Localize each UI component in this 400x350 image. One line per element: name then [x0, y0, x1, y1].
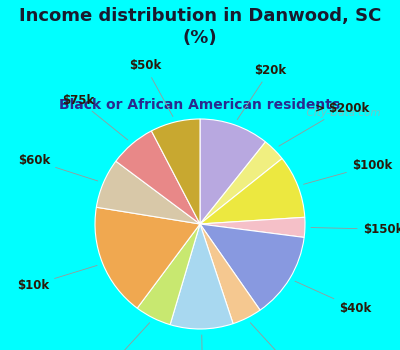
Wedge shape [137, 224, 200, 325]
Wedge shape [200, 142, 282, 224]
Wedge shape [200, 224, 260, 324]
Text: $40k: $40k [295, 281, 372, 315]
Wedge shape [200, 159, 305, 224]
Wedge shape [200, 119, 266, 224]
Wedge shape [95, 207, 200, 308]
Text: $10k: $10k [17, 265, 97, 292]
Text: $30k: $30k [186, 335, 219, 350]
Text: Black or African American residents: Black or African American residents [60, 98, 340, 112]
Text: $200k: $200k [250, 323, 313, 350]
Wedge shape [96, 161, 200, 224]
Text: $60k: $60k [18, 154, 98, 181]
Wedge shape [116, 131, 200, 224]
Wedge shape [200, 217, 305, 237]
Text: City-Data.com: City-Data.com [300, 108, 380, 118]
Text: Income distribution in Danwood, SC
(%): Income distribution in Danwood, SC (%) [19, 7, 381, 47]
Text: $20k: $20k [237, 64, 286, 120]
Text: $150k: $150k [311, 223, 400, 236]
Text: > $200k: > $200k [279, 103, 369, 146]
Text: $125k: $125k [87, 323, 150, 350]
Wedge shape [170, 224, 233, 329]
Text: $75k: $75k [62, 93, 128, 140]
Text: $100k: $100k [304, 159, 392, 184]
Text: $50k: $50k [129, 60, 173, 117]
Wedge shape [200, 224, 304, 310]
Wedge shape [152, 119, 200, 224]
